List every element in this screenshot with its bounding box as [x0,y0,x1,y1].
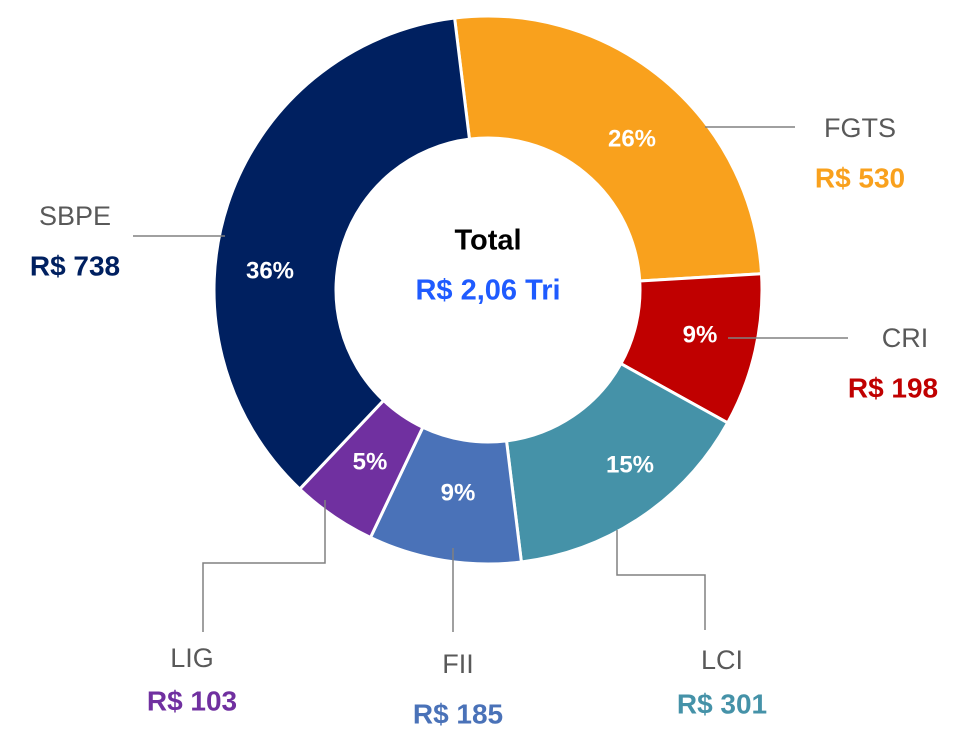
leader-line [202,500,326,632]
slices [212,14,764,566]
slice [212,16,472,492]
center-title: Total [454,225,521,257]
percent-label: 9% [441,479,476,506]
amount-label: R$ 530 [815,162,905,193]
amount-label: R$ 185 [413,698,503,729]
category-label: CRI [882,323,929,353]
slice [452,14,764,283]
percent-label: 26% [608,125,656,152]
amount-label: R$ 301 [677,688,767,719]
category-label: FII [442,649,474,679]
percent-label: 5% [353,448,388,475]
category-label: LIG [170,643,214,673]
category-label: FGTS [824,113,896,143]
leader-line [616,530,706,630]
percent-label: 9% [683,321,718,348]
leader-lines [133,126,848,632]
category-label: SBPE [39,201,111,231]
category-label: LCI [701,645,743,675]
amount-label: R$ 198 [848,372,938,403]
percent-label: 15% [606,451,654,478]
amount-label: R$ 103 [147,685,237,716]
slice [504,361,730,564]
center-value: R$ 2,06 Tri [415,275,560,307]
amount-label: R$ 738 [30,250,120,281]
percent-label: 36% [246,257,294,284]
